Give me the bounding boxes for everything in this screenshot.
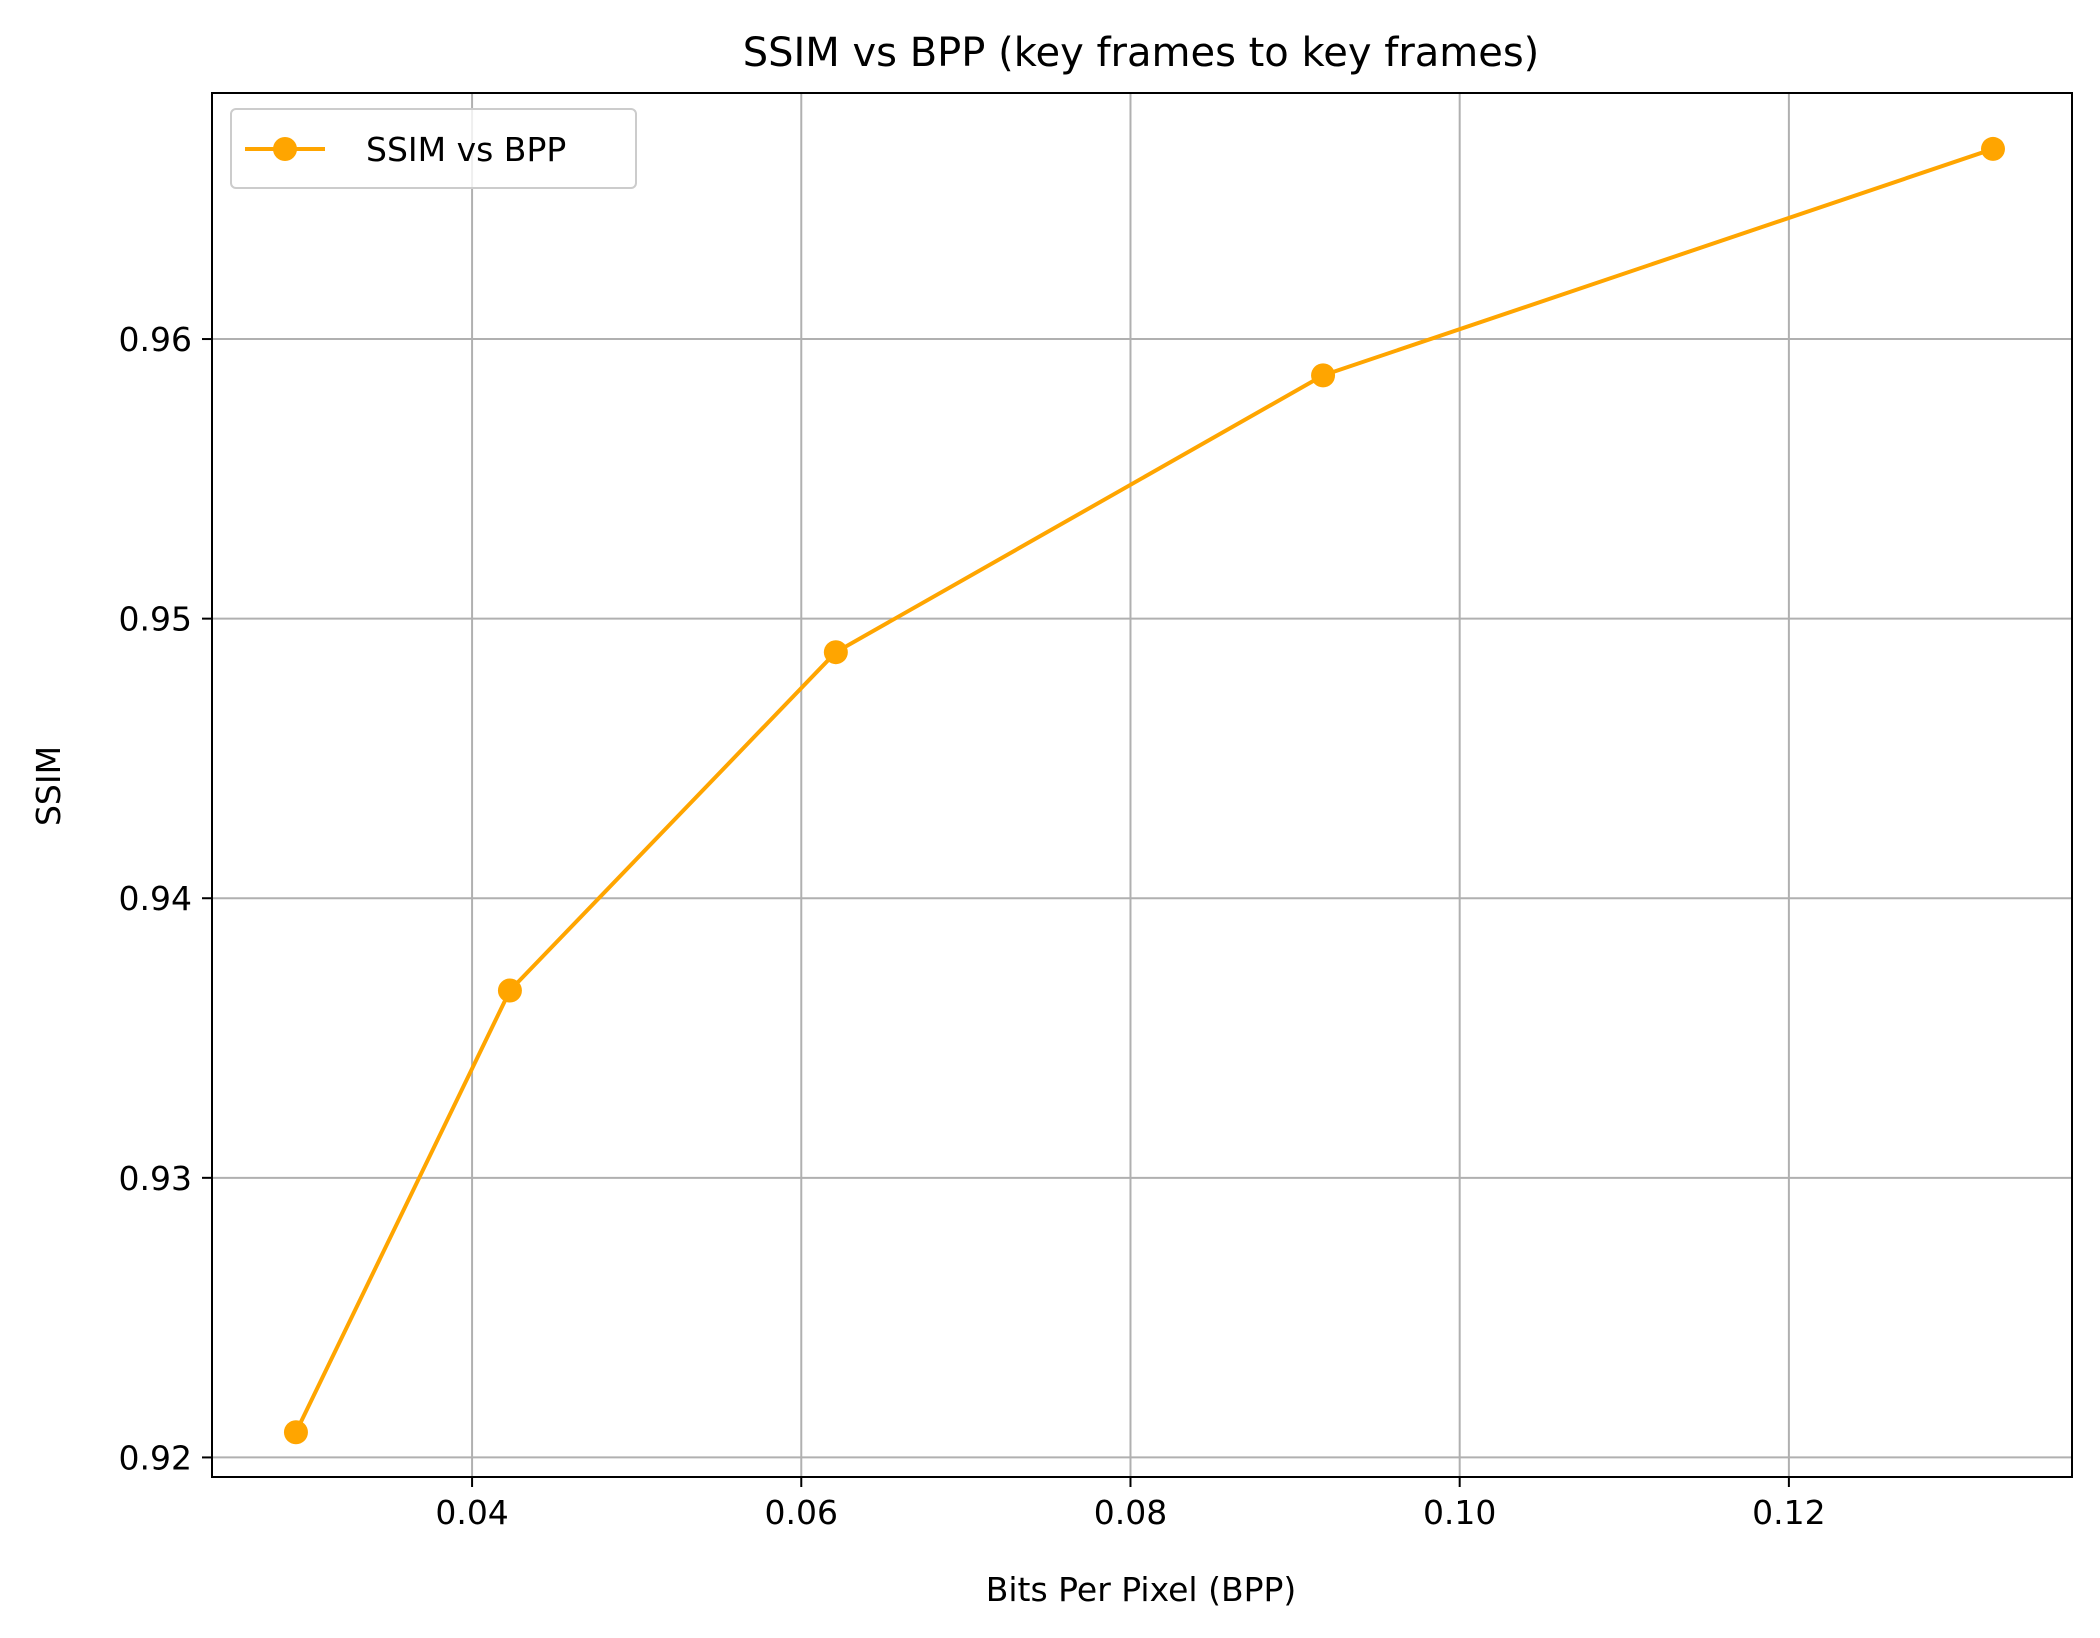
y-axis-ticks: 0.92 0.93 0.94 0.95 0.96	[119, 320, 212, 1477]
data-point	[823, 640, 848, 665]
y-tick-label: 0.96	[119, 320, 192, 359]
y-tick-label: 0.95	[119, 600, 192, 639]
data-point	[283, 1420, 308, 1445]
x-tick-label: 0.06	[765, 1493, 838, 1532]
y-tick-label: 0.92	[119, 1438, 192, 1477]
x-axis-label: Bits Per Pixel (BPP)	[986, 1570, 1297, 1609]
x-axis-ticks: 0.04 0.06 0.08 0.10 0.12	[435, 1477, 1826, 1532]
x-tick-label: 0.08	[1094, 1493, 1167, 1532]
x-tick-label: 0.12	[1752, 1493, 1825, 1532]
y-tick-label: 0.94	[119, 879, 192, 918]
y-tick-label: 0.93	[119, 1159, 192, 1198]
plot-frame	[211, 92, 2073, 1478]
plot-area	[211, 92, 2073, 1478]
data-point	[1980, 136, 2005, 161]
x-tick-label: 0.10	[1423, 1493, 1496, 1532]
x-tick-label: 0.04	[435, 1493, 508, 1532]
series-layer	[283, 136, 2005, 1445]
legend: SSIM vs BPP	[230, 108, 637, 189]
data-point	[497, 978, 522, 1003]
grid-lines	[212, 93, 2072, 1477]
legend-box	[230, 108, 637, 189]
chart-title: SSIM vs BPP (key frames to key frames)	[743, 30, 1540, 76]
y-axis-label: SSIM	[29, 746, 68, 826]
legend-marker-swatch	[273, 137, 297, 161]
legend-label: SSIM vs BPP	[366, 130, 566, 169]
plot-background	[212, 93, 2072, 1477]
data-point	[1311, 363, 1336, 388]
